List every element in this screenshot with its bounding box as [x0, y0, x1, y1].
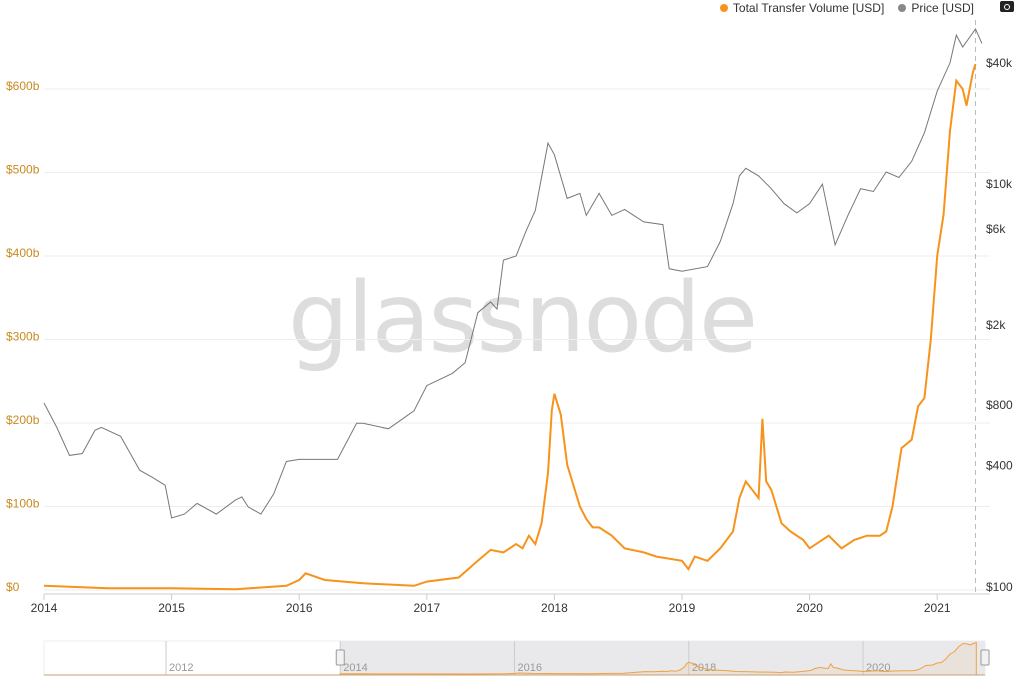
- x-tick-label: 2020: [796, 601, 823, 615]
- legend-dot-icon: [719, 4, 728, 12]
- navigator-series: [339, 641, 977, 676]
- right-tick-label: $2k: [986, 318, 1006, 332]
- navigator-tick-label: 2012: [169, 662, 193, 674]
- legend-item-price[interactable]: Price [USD]: [898, 1, 974, 15]
- x-tick-label: 2016: [286, 601, 313, 615]
- legend-label: Total Transfer Volume [USD]: [732, 1, 885, 15]
- x-tick-label: 2014: [31, 601, 58, 615]
- navigator-tick-label: 2016: [518, 662, 542, 674]
- left-tick-label: $500b: [6, 163, 40, 177]
- right-tick-label: $40k: [986, 56, 1013, 70]
- left-tick-label: $200b: [6, 413, 40, 427]
- camera-icon[interactable]: [1000, 1, 1014, 12]
- x-tick-label: 2021: [924, 601, 951, 615]
- legend-item-volume[interactable]: Total Transfer Volume [USD]: [719, 1, 885, 15]
- x-tick-label: 2018: [541, 601, 568, 615]
- legend-dot-icon: [898, 4, 907, 12]
- x-tick-label: 2017: [413, 601, 440, 615]
- left-tick-label: $0: [6, 580, 20, 594]
- x-tick-label: 2019: [669, 601, 696, 615]
- navigator-tick-label: 2014: [343, 662, 367, 674]
- right-tick-label: $6k: [986, 222, 1006, 236]
- navigator-handle-left[interactable]: [335, 649, 345, 666]
- left-tick-label: $400b: [6, 246, 40, 260]
- x-tick-label: 2015: [158, 601, 185, 615]
- right-tick-label: $800: [986, 398, 1013, 412]
- legend: Total Transfer Volume [USD] Price [USD]: [719, 1, 974, 15]
- navigator-handle-right[interactable]: [980, 649, 990, 666]
- left-tick-label: $300b: [6, 330, 40, 344]
- left-tick-label: $600b: [6, 79, 40, 93]
- right-tick-label: $400: [986, 459, 1013, 473]
- right-tick-label: $100: [986, 580, 1013, 594]
- navigator-selection: [340, 641, 986, 675]
- right-tick-label: $10k: [986, 177, 1013, 191]
- price-line: [43, 27, 983, 519]
- legend-label: Price [USD]: [911, 1, 974, 15]
- volume-line: [43, 63, 977, 591]
- left-tick-label: $100b: [6, 497, 40, 511]
- watermark: glassnode: [288, 262, 758, 374]
